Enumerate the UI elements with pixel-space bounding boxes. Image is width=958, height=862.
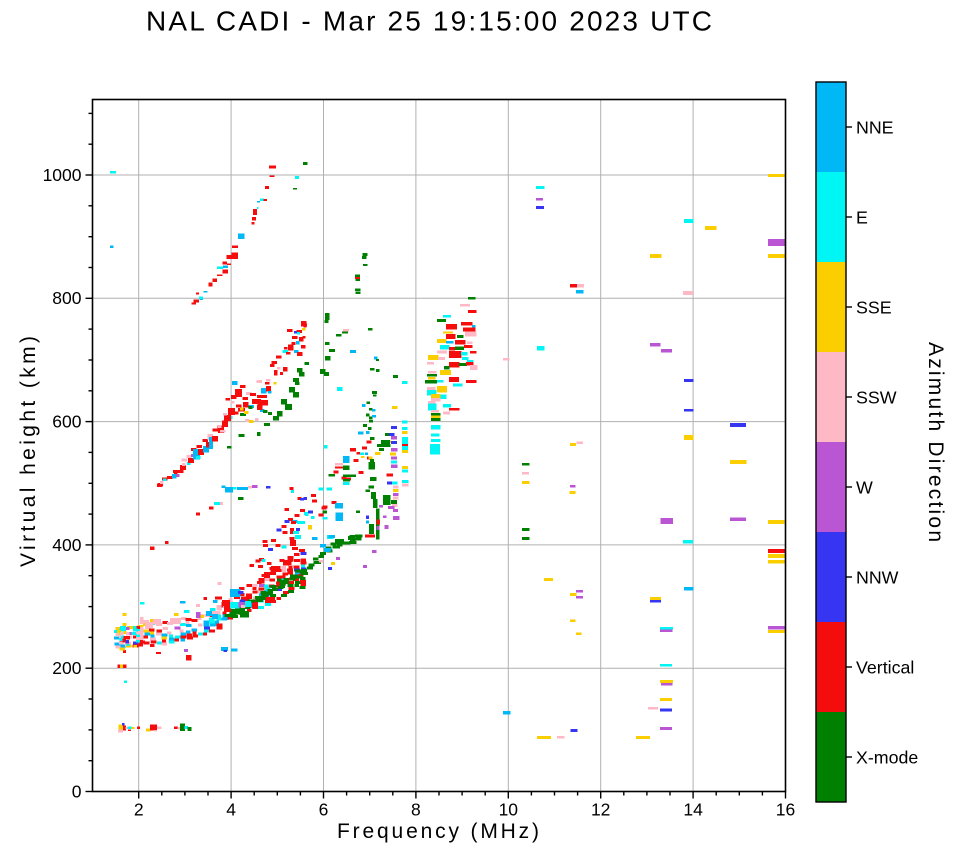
svg-text:NAL CADI - Mar 25 19:15:00 202: NAL CADI - Mar 25 19:15:00 2023 UTC: [146, 6, 712, 37]
svg-text:16: 16: [776, 800, 795, 820]
svg-text:600: 600: [52, 412, 81, 432]
svg-text:800: 800: [52, 288, 81, 308]
svg-text:12: 12: [591, 800, 610, 820]
svg-text:10: 10: [499, 800, 519, 820]
svg-text:Vertical: Vertical: [856, 657, 914, 677]
svg-text:NNE: NNE: [856, 117, 894, 137]
svg-text:W: W: [856, 477, 873, 497]
svg-text:1000: 1000: [43, 165, 82, 185]
svg-text:SSE: SSE: [856, 297, 892, 317]
svg-text:Virtual height (km): Virtual height (km): [17, 336, 40, 567]
svg-text:200: 200: [52, 658, 81, 678]
svg-text:X-mode: X-mode: [856, 747, 918, 767]
svg-text:6: 6: [319, 800, 329, 820]
svg-text:0: 0: [72, 781, 82, 801]
svg-text:4: 4: [226, 800, 236, 820]
svg-text:SSW: SSW: [856, 387, 897, 407]
svg-text:400: 400: [52, 535, 81, 555]
svg-text:8: 8: [411, 800, 421, 820]
svg-text:Azimuth Direction: Azimuth Direction: [924, 342, 947, 542]
svg-text:2: 2: [134, 800, 144, 820]
svg-text:NNW: NNW: [856, 567, 899, 587]
svg-text:Frequency (MHz): Frequency (MHz): [337, 820, 539, 843]
svg-text:E: E: [856, 207, 868, 227]
svg-text:14: 14: [683, 800, 703, 820]
